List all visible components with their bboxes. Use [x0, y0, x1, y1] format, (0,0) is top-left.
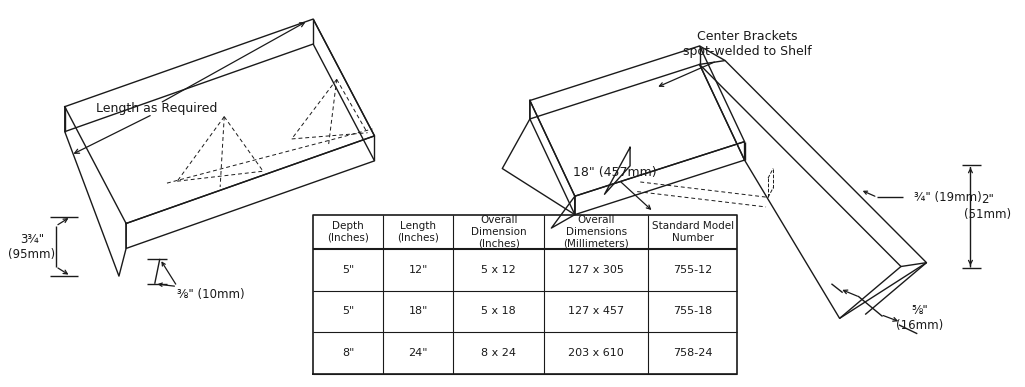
Text: Depth
(Inches): Depth (Inches)	[327, 221, 369, 243]
Text: Overall
Dimensions
(Millimeters): Overall Dimensions (Millimeters)	[564, 215, 629, 248]
Text: 127 x 305: 127 x 305	[569, 265, 624, 275]
Text: 8 x 24: 8 x 24	[482, 348, 517, 358]
Text: 3¾"
(95mm): 3¾" (95mm)	[8, 233, 55, 261]
Text: 755-18: 755-18	[673, 307, 712, 317]
Text: 5": 5"	[342, 265, 355, 275]
Text: 18" (457mm): 18" (457mm)	[573, 166, 657, 179]
Text: 18": 18"	[409, 307, 427, 317]
Text: 12": 12"	[409, 265, 427, 275]
Text: 24": 24"	[408, 348, 427, 358]
Text: 8": 8"	[342, 348, 355, 358]
Text: ⅝"
(16mm): ⅝" (16mm)	[896, 304, 943, 332]
Text: Length as Required: Length as Required	[96, 103, 217, 115]
Text: ¾" (19mm): ¾" (19mm)	[914, 191, 982, 204]
Text: 758-24: 758-24	[673, 348, 712, 358]
Text: 755-12: 755-12	[673, 265, 712, 275]
Text: Length
(Inches): Length (Inches)	[398, 221, 439, 243]
Text: 5 x 18: 5 x 18	[482, 307, 517, 317]
Text: Center Brackets
spot-welded to Shelf: Center Brackets spot-welded to Shelf	[684, 30, 812, 58]
Text: 5 x 12: 5 x 12	[482, 265, 517, 275]
Text: 203 x 610: 203 x 610	[569, 348, 624, 358]
Text: ⅜" (10mm): ⅜" (10mm)	[177, 288, 245, 301]
Text: 2"
(51mm): 2" (51mm)	[965, 193, 1012, 221]
Text: 5": 5"	[342, 307, 355, 317]
Text: Overall
Dimension
(Inches): Overall Dimension (Inches)	[470, 215, 527, 248]
Text: Standard Model
Number: Standard Model Number	[652, 221, 734, 243]
Text: 127 x 457: 127 x 457	[568, 307, 624, 317]
